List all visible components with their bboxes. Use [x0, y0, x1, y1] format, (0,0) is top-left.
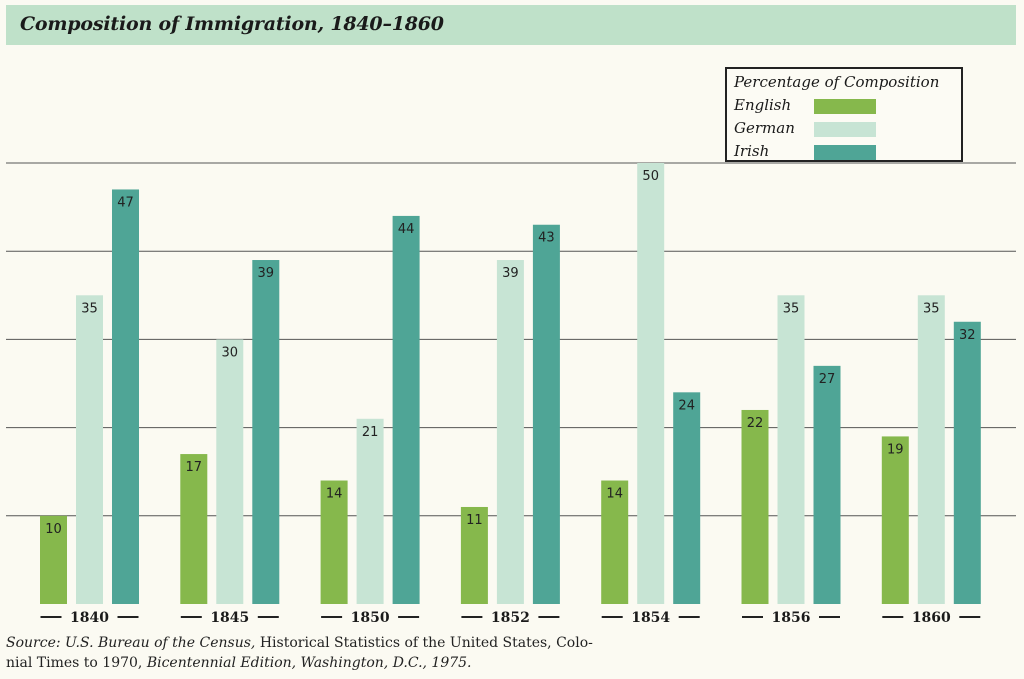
bar-english-1854 [601, 480, 629, 604]
category-label-1845: 1845 [210, 610, 249, 626]
value-label-german-1845: 30 [222, 345, 239, 360]
value-label-english-1854: 14 [606, 487, 623, 502]
legend-label-german: German [734, 119, 795, 137]
value-label-irish-1852: 43 [538, 231, 555, 246]
value-label-irish-1854: 24 [678, 398, 695, 413]
category-label-1856: 1856 [772, 610, 811, 626]
bar-irish-1840 [112, 189, 139, 604]
source-agency: U.S. Bureau of the Census, [65, 635, 256, 651]
bar-irish-1860 [953, 321, 981, 604]
bar-german-1845 [216, 339, 244, 604]
bar-irish-1854 [673, 392, 701, 604]
bar-irish-1850 [392, 215, 420, 605]
x-axis: 1840 1845 1850 1852 1854 1856 1860 [40, 610, 981, 626]
source-edition: Bicentennial Edition, Washington, D.C., … [146, 655, 472, 671]
value-label-german-1860: 35 [923, 301, 940, 316]
category-label-1850: 1850 [351, 610, 390, 626]
title-bar: Composition of Immigration, 1840–1860 [6, 5, 1016, 45]
value-label-irish-1856: 27 [819, 372, 836, 387]
bar-german-1860 [917, 295, 945, 604]
bars: 10 35 47 17 30 39 14 21 44 11 39 43 14 50 24 22 35 27 19 35… [40, 163, 981, 605]
category-label-1840: 1840 [70, 610, 109, 626]
value-label-irish-1840: 47 [117, 195, 134, 210]
value-label-irish-1860: 32 [959, 328, 976, 343]
value-label-english-1860: 19 [887, 442, 904, 457]
legend-swatch-irish [814, 145, 876, 160]
source-book-cont: nial Times to 1970, [6, 655, 143, 671]
bar-irish-1852 [532, 224, 560, 605]
bar-english-1852 [460, 506, 488, 604]
value-label-german-1850: 21 [362, 425, 379, 440]
category-label-1854: 1854 [631, 610, 670, 626]
value-label-irish-1850: 44 [398, 222, 415, 237]
value-label-english-1852: 11 [466, 513, 483, 528]
category-label-1860: 1860 [912, 610, 951, 626]
value-label-english-1845: 17 [186, 460, 203, 475]
bar-english-1856 [741, 409, 769, 604]
value-label-irish-1845: 39 [258, 266, 275, 281]
value-label-german-1854: 50 [642, 169, 659, 184]
category-label-1852: 1852 [491, 610, 530, 626]
value-label-english-1850: 14 [326, 487, 343, 502]
source-note: Source: U.S. Bureau of the Census, Histo… [6, 633, 706, 673]
legend-item-english: English [734, 96, 954, 118]
legend-label-irish: Irish [734, 142, 770, 160]
chart-title: Composition of Immigration, 1840–1860 [20, 13, 444, 35]
bar-english-1860 [881, 436, 909, 604]
bar-german-1852 [496, 260, 524, 604]
value-label-english-1856: 22 [747, 416, 764, 431]
value-label-german-1840: 35 [81, 301, 98, 316]
value-label-german-1856: 35 [783, 301, 800, 316]
value-label-english-1840: 10 [45, 522, 62, 537]
bar-english-1845 [180, 454, 208, 604]
bar-english-1840 [40, 515, 67, 604]
bar-german-1854 [637, 163, 665, 604]
legend-label-english: English [734, 96, 792, 114]
value-label-german-1852: 39 [502, 266, 519, 281]
bar-english-1850 [320, 480, 348, 604]
source-prefix: Source: [6, 635, 61, 651]
legend-item-german: German [734, 119, 954, 141]
bar-irish-1856 [813, 365, 841, 604]
bar-german-1840 [76, 295, 103, 604]
bar-german-1856 [777, 295, 805, 604]
legend-swatch-german [814, 122, 876, 137]
legend: Percentage of Composition English German… [725, 67, 963, 162]
source-book: Historical Statistics of the United Stat… [259, 635, 593, 651]
bar-irish-1845 [252, 260, 280, 604]
bar-german-1850 [356, 418, 384, 604]
legend-swatch-english [814, 99, 876, 114]
legend-item-irish: Irish [734, 142, 954, 164]
legend-title: Percentage of Composition [734, 73, 940, 91]
